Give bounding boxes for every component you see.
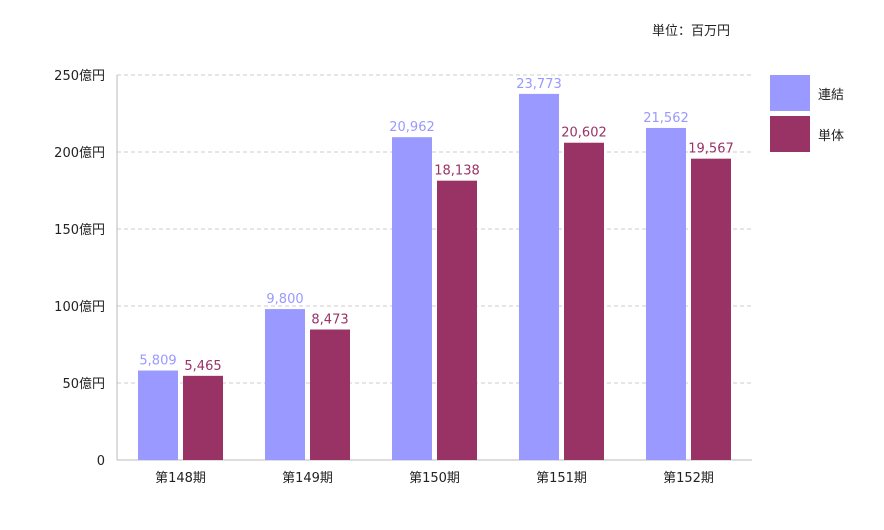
data-label-standalone: 19,567 [688,142,734,157]
y-tick-label: 150億円 [54,222,105,238]
bar-standalone [691,158,731,460]
bar-standalone [437,180,477,460]
bar-standalone [183,375,223,460]
legend-swatch-consolidated [770,75,810,111]
x-tick-label: 第149期 [282,471,333,486]
data-label-consolidated: 5,809 [139,354,176,369]
legend-item-consolidated: 連結 [770,75,844,111]
data-label-consolidated: 21,562 [643,111,689,126]
bar-consolidated [392,137,432,461]
y-tick-label: 250億円 [54,68,105,84]
legend-swatch-standalone [770,116,810,152]
legend-label-consolidated: 連結 [818,87,845,103]
data-label-standalone: 18,138 [434,164,480,179]
data-label-standalone: 5,465 [184,359,221,374]
data-label-consolidated: 23,773 [516,77,562,92]
x-tick-label: 第150期 [409,471,460,486]
x-tick-label: 第151期 [536,471,587,486]
x-tick-label: 第152期 [663,471,714,486]
legend: 連結 単体 [770,75,844,157]
unit-label: 単位：百万円 [652,24,731,39]
bar-standalone [564,142,604,461]
data-label-standalone: 8,473 [311,313,348,328]
data-label-consolidated: 20,962 [389,120,435,135]
y-tick-label: 50億円 [62,376,105,392]
bar-consolidated [646,127,686,461]
legend-label-standalone: 単体 [818,128,845,144]
bar-standalone [310,329,350,460]
bar-consolidated [138,370,178,460]
y-tick-label: 100億円 [54,299,105,315]
y-tick-label: 200億円 [54,145,105,161]
x-tick-label: 第148期 [155,471,206,486]
data-label-standalone: 20,602 [561,126,607,141]
legend-item-standalone: 単体 [770,116,844,152]
y-tick-label: 0 [97,454,105,469]
data-label-consolidated: 9,800 [266,292,303,307]
bar-consolidated [519,93,559,460]
bar-consolidated [265,309,305,460]
